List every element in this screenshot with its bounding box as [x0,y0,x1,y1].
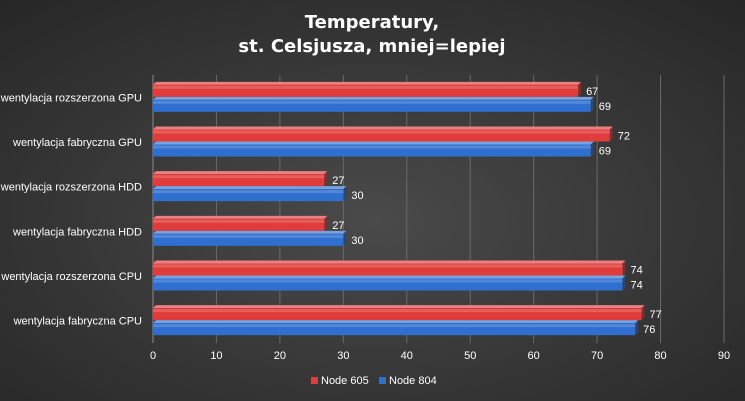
data-label: 77 [650,309,662,321]
data-label: 30 [351,190,363,202]
x-tick-label: 20 [274,350,286,362]
chart-title-line-2: st. Celsjusza, mniej=lepiej [238,36,505,57]
data-label: 67 [586,86,598,98]
data-label: 74 [630,265,642,277]
data-label: 76 [643,324,655,336]
bar-node-605 [153,260,626,276]
x-tick-label: 50 [464,350,476,362]
legend-item-node-605: Node 605 [311,375,369,387]
legend-label: Node 804 [389,375,437,387]
x-tick-label: 30 [337,350,349,362]
bar-node-605 [153,126,613,142]
category-label: wentylacja fabryczna CPU [13,316,142,328]
bar-node-804 [153,320,639,336]
x-tick-label: 0 [150,350,156,362]
data-label: 72 [618,131,630,143]
legend-swatch [379,377,386,384]
category-label: wentylacja rozszerzona HDD [0,182,142,194]
bar-node-804 [153,186,347,202]
x-tick-label: 70 [591,350,603,362]
category-label: wentylacja fabryczna HDD [12,226,142,238]
bar-node-804 [153,275,626,291]
legend-item-node-804: Node 804 [379,375,437,387]
category-label: wentylacja rozszerzona CPU [0,271,142,283]
data-label: 69 [599,146,611,158]
bar-node-804 [153,96,594,112]
data-label: 27 [332,175,344,187]
x-tick-label: 10 [210,350,222,362]
category-label: wentylacja fabryczna GPU [12,137,142,149]
x-tick-label: 40 [401,350,413,362]
x-tick-label: 90 [718,350,730,362]
chart-title-line-1: Temperatury, [305,12,439,33]
x-tick-label: 80 [654,350,666,362]
data-label: 69 [599,101,611,113]
bar-node-804 [153,141,594,157]
data-label: 30 [351,235,363,247]
x-tick-label: 60 [528,350,540,362]
legend-label: Node 605 [321,375,369,387]
category-label: wentylacja rozszerzona GPU [0,92,142,104]
bar-node-605 [153,81,582,97]
bar-node-605 [153,305,645,321]
legend-swatch [311,377,318,384]
bar-node-804 [153,230,347,246]
bar-node-605 [153,171,328,187]
data-label: 27 [332,220,344,232]
data-label: 74 [630,280,642,292]
bar-node-605 [153,215,328,231]
